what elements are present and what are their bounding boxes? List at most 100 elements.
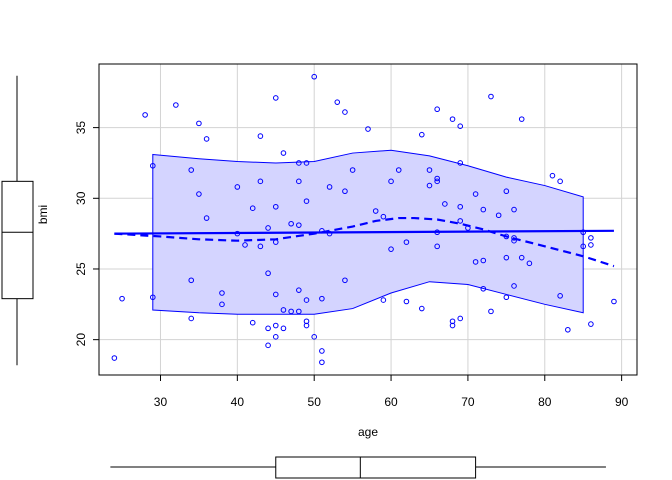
linear-fit-line xyxy=(114,229,614,235)
data-point xyxy=(565,326,571,333)
data-point xyxy=(150,294,156,301)
data-point xyxy=(257,243,264,250)
data-point xyxy=(511,235,517,241)
data-point xyxy=(280,325,287,332)
data-point xyxy=(372,208,379,214)
data-point xyxy=(142,112,148,118)
data-point xyxy=(342,109,348,115)
box-x-box xyxy=(275,456,477,479)
data-point xyxy=(319,295,325,302)
x-tick-label: 80 xyxy=(538,395,552,409)
data-point xyxy=(272,322,279,329)
data-point xyxy=(426,182,433,189)
data-point xyxy=(119,295,125,302)
data-point xyxy=(296,178,302,185)
data-point xyxy=(280,307,287,313)
data-point xyxy=(196,120,202,127)
data-point xyxy=(403,298,410,305)
data-point xyxy=(457,123,464,129)
data-point xyxy=(449,322,456,329)
x-marginal-boxplot xyxy=(110,456,606,479)
data-point xyxy=(272,334,279,340)
data-point xyxy=(388,246,394,252)
data-point xyxy=(219,301,225,308)
x-axis: 30 40 50 60 70 80 90 xyxy=(154,374,629,409)
data-point xyxy=(296,308,302,315)
data-point xyxy=(419,305,425,312)
data-point xyxy=(219,290,225,296)
data-point xyxy=(265,225,271,231)
data-point xyxy=(557,178,563,185)
data-point xyxy=(242,242,248,248)
data-point xyxy=(511,206,517,213)
data-point xyxy=(257,133,264,139)
data-point xyxy=(342,277,348,284)
data-point xyxy=(303,297,310,303)
data-point xyxy=(249,205,256,211)
data-point xyxy=(288,308,294,315)
data-point xyxy=(503,254,510,261)
data-point xyxy=(588,321,594,327)
data-point xyxy=(150,162,156,169)
data-point xyxy=(457,315,464,322)
data-point xyxy=(457,203,464,210)
y-marginal-boxplot xyxy=(1,75,34,366)
x-tick-label: 50 xyxy=(308,395,322,409)
data-point xyxy=(518,254,525,261)
data-point xyxy=(188,277,195,284)
data-point xyxy=(457,218,464,224)
data-point xyxy=(457,160,464,166)
data-point xyxy=(365,126,371,132)
data-point xyxy=(426,167,433,173)
data-point xyxy=(326,184,333,190)
y-tick-label: 35 xyxy=(74,121,88,135)
data-point xyxy=(442,201,448,207)
data-point xyxy=(588,235,594,241)
data-point xyxy=(265,270,271,277)
data-point xyxy=(580,243,587,250)
points-layer xyxy=(111,73,617,366)
x-axis-title: age xyxy=(358,425,378,439)
data-point xyxy=(196,191,202,197)
data-point xyxy=(265,342,271,349)
data-point xyxy=(434,106,440,113)
data-point xyxy=(403,239,410,245)
x-tick-label: 40 xyxy=(231,395,245,409)
data-point xyxy=(434,175,440,182)
data-point xyxy=(296,287,302,293)
data-point xyxy=(511,283,517,289)
data-point xyxy=(434,178,440,185)
y-axis: 20 25 30 35 xyxy=(74,121,100,347)
data-point xyxy=(449,116,456,122)
box-y-box xyxy=(1,180,34,300)
data-point xyxy=(334,99,341,105)
data-point xyxy=(380,297,387,303)
data-point xyxy=(272,291,279,298)
data-point xyxy=(203,215,210,221)
y-tick-label: 20 xyxy=(74,333,88,347)
data-point xyxy=(503,188,510,195)
data-point xyxy=(557,293,563,299)
data-point xyxy=(111,355,118,361)
data-point xyxy=(342,188,348,195)
data-point xyxy=(588,242,594,248)
data-point xyxy=(303,198,310,204)
data-point xyxy=(380,213,387,220)
data-point xyxy=(488,308,494,315)
data-point xyxy=(549,172,556,179)
data-point xyxy=(480,206,487,213)
data-point xyxy=(419,131,425,138)
y-axis-title: bmi xyxy=(36,205,50,224)
data-point xyxy=(503,294,510,301)
data-point xyxy=(349,167,356,173)
data-point xyxy=(288,220,294,227)
data-point xyxy=(257,178,264,185)
data-point xyxy=(303,160,310,166)
data-point xyxy=(518,116,525,122)
smooth-fit-line xyxy=(114,216,615,268)
data-point xyxy=(173,102,179,108)
data-point xyxy=(395,167,402,173)
data-point xyxy=(188,315,195,322)
data-point xyxy=(472,191,479,197)
data-point xyxy=(303,322,310,329)
